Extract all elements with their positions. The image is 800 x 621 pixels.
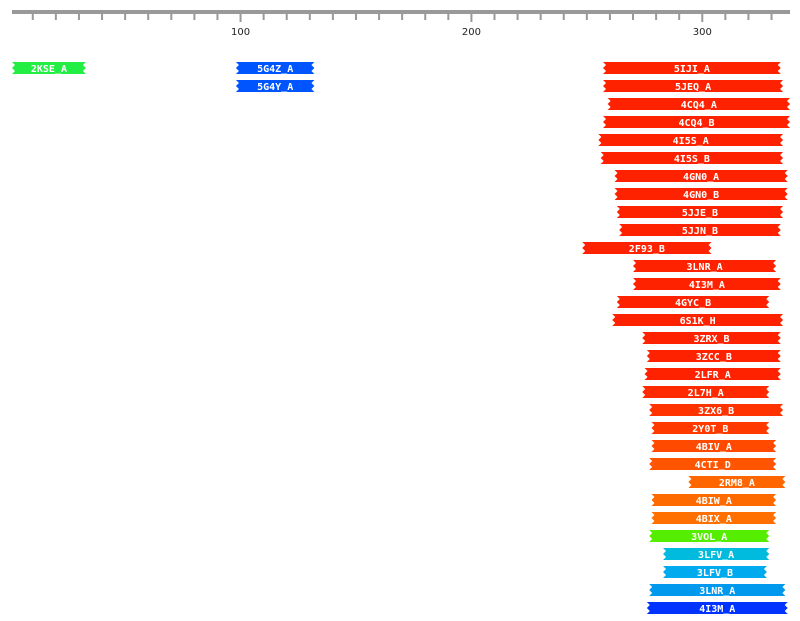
bar-label: 4CQ4_B (678, 118, 714, 129)
bar-label: 2Y0T_B (692, 424, 728, 435)
range-bar (612, 314, 784, 326)
bar-label: 4BIW_A (696, 496, 732, 507)
bar-label: 4I5S_B (674, 154, 710, 165)
x-tick-label: 100 (231, 27, 250, 38)
bar-label: 2LFR_A (695, 370, 731, 381)
range-bar (614, 170, 788, 182)
bar-label: 4BIX_A (696, 514, 732, 525)
bar-label: 5G4Y_A (257, 82, 293, 93)
bar-label: 4CTI_D (695, 460, 731, 471)
bar-label: 3LNR_A (699, 586, 735, 597)
range-bar (688, 476, 786, 488)
range-bar (649, 404, 784, 416)
bar-label: 3ZX6_B (698, 406, 734, 417)
range-bar (616, 206, 784, 218)
bar-label: 3ZCC_B (696, 352, 732, 363)
range-bar (600, 152, 784, 164)
range-bar (633, 260, 777, 272)
bar-label: 5G4Z_A (257, 64, 293, 75)
range-bar (646, 602, 788, 614)
range-bar (603, 62, 781, 74)
range-bar (619, 224, 781, 236)
range-bar (607, 98, 790, 110)
range-bar (663, 548, 770, 560)
range-bar (235, 80, 315, 92)
bar-label: 3VOL_A (691, 532, 727, 543)
bar-label: 2KSE_A (31, 64, 67, 75)
bar-label: 4I3M_A (689, 280, 725, 291)
bar-label: 3ZRX_B (693, 334, 729, 345)
bar-label: 4GYC_B (675, 298, 711, 309)
range-bar (644, 368, 781, 380)
range-bar (663, 566, 767, 578)
x-tick-label: 300 (693, 27, 712, 38)
range-bar (646, 350, 781, 362)
bar-label: 5IJI_A (674, 64, 710, 75)
bar-label: 4GN0_B (683, 190, 719, 201)
range-bar (651, 422, 770, 434)
range-bar (616, 296, 770, 308)
bar-label: 5JJE_B (682, 208, 718, 219)
range-bar (633, 278, 781, 290)
range-bar (614, 188, 788, 200)
bar-label: 2RM8_A (719, 478, 755, 489)
range-bar (649, 584, 786, 596)
range-bar (12, 62, 86, 74)
range-bar (649, 530, 770, 542)
range-bar (651, 440, 777, 452)
bar-label: 6S1K_H (680, 316, 716, 327)
bar-label: 4GN0_A (683, 172, 719, 183)
range-bar (642, 332, 781, 344)
range-bar (651, 494, 777, 506)
bar-label: 4I5S_A (673, 136, 709, 147)
range-bar (649, 458, 777, 470)
bar-label: 4CQ4_A (681, 100, 717, 111)
range-bar (582, 242, 712, 254)
range-bar (642, 386, 770, 398)
range-bar (598, 134, 784, 146)
axis (12, 10, 790, 14)
bar-label: 4I3M_A (699, 604, 735, 615)
range-bar (651, 512, 777, 524)
bar-label: 3LFV_A (698, 550, 734, 561)
bar-label: 4BIV_A (696, 442, 732, 453)
bar-label: 5JEQ_A (675, 82, 711, 93)
bar-label: 3LNR_A (687, 262, 723, 273)
x-tick-label: 200 (462, 27, 481, 38)
bar-label: 3LFV_B (697, 568, 733, 579)
range-bar (603, 80, 784, 92)
bar-label: 2L7H_A (688, 388, 724, 399)
bar-label: 5JJN_B (682, 226, 718, 237)
range-bar (235, 62, 315, 74)
bar-label: 2F93_B (629, 244, 665, 255)
range-bar (603, 116, 790, 128)
